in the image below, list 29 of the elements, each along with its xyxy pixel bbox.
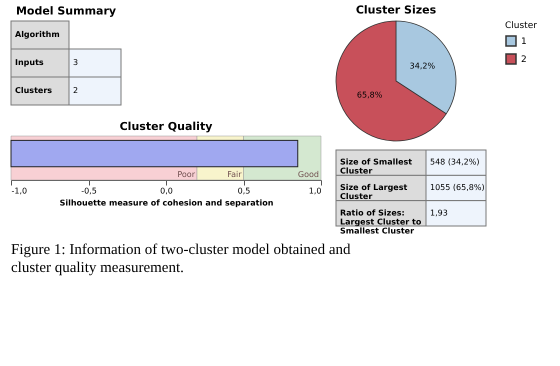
legend-label: 2	[521, 55, 527, 65]
text: 1,93	[430, 208, 448, 218]
category-label: Size of Largest Cluster	[340, 183, 408, 201]
x-tick-label: 1,0	[308, 186, 322, 196]
category-label: Inputs	[15, 58, 44, 67]
category-label: Algorithm	[15, 30, 60, 39]
x-tick-label: -0,5	[81, 186, 97, 196]
legend-title: Cluster	[505, 21, 538, 31]
text: 3	[73, 58, 78, 67]
x-tick-label: 0,0	[160, 186, 173, 196]
x-tick-label: -1,0	[12, 186, 28, 196]
data-label: 65,8%	[356, 90, 383, 100]
text: 2	[73, 86, 78, 95]
text: Model Summary	[16, 4, 116, 18]
x-axis-title: Silhouette measure of cohesion and separation	[60, 198, 274, 208]
data-label: 34,2%	[410, 62, 436, 71]
category-label: Size of Smallest Cluster	[340, 158, 412, 176]
band-label: Good	[298, 170, 319, 179]
caption: Figure 1: Information of two-cluster model obtained and cluster quality measurement.	[11, 242, 351, 276]
text: 1055 (65,8%)	[430, 183, 485, 192]
band-label: Fair	[227, 170, 242, 179]
category-label: Ratio of Sizes: Largest Cluster to Smallest Cluster	[340, 208, 422, 236]
band-label: Poor	[177, 170, 196, 179]
chart-title: Cluster Sizes	[356, 3, 437, 16]
text: 548 (34,2%)	[430, 158, 480, 167]
chart-title: Cluster Quality	[120, 120, 212, 133]
category-label: Clusters	[15, 86, 52, 95]
x-tick-label: 0,5	[238, 186, 250, 196]
legend-label: 1	[521, 37, 527, 47]
